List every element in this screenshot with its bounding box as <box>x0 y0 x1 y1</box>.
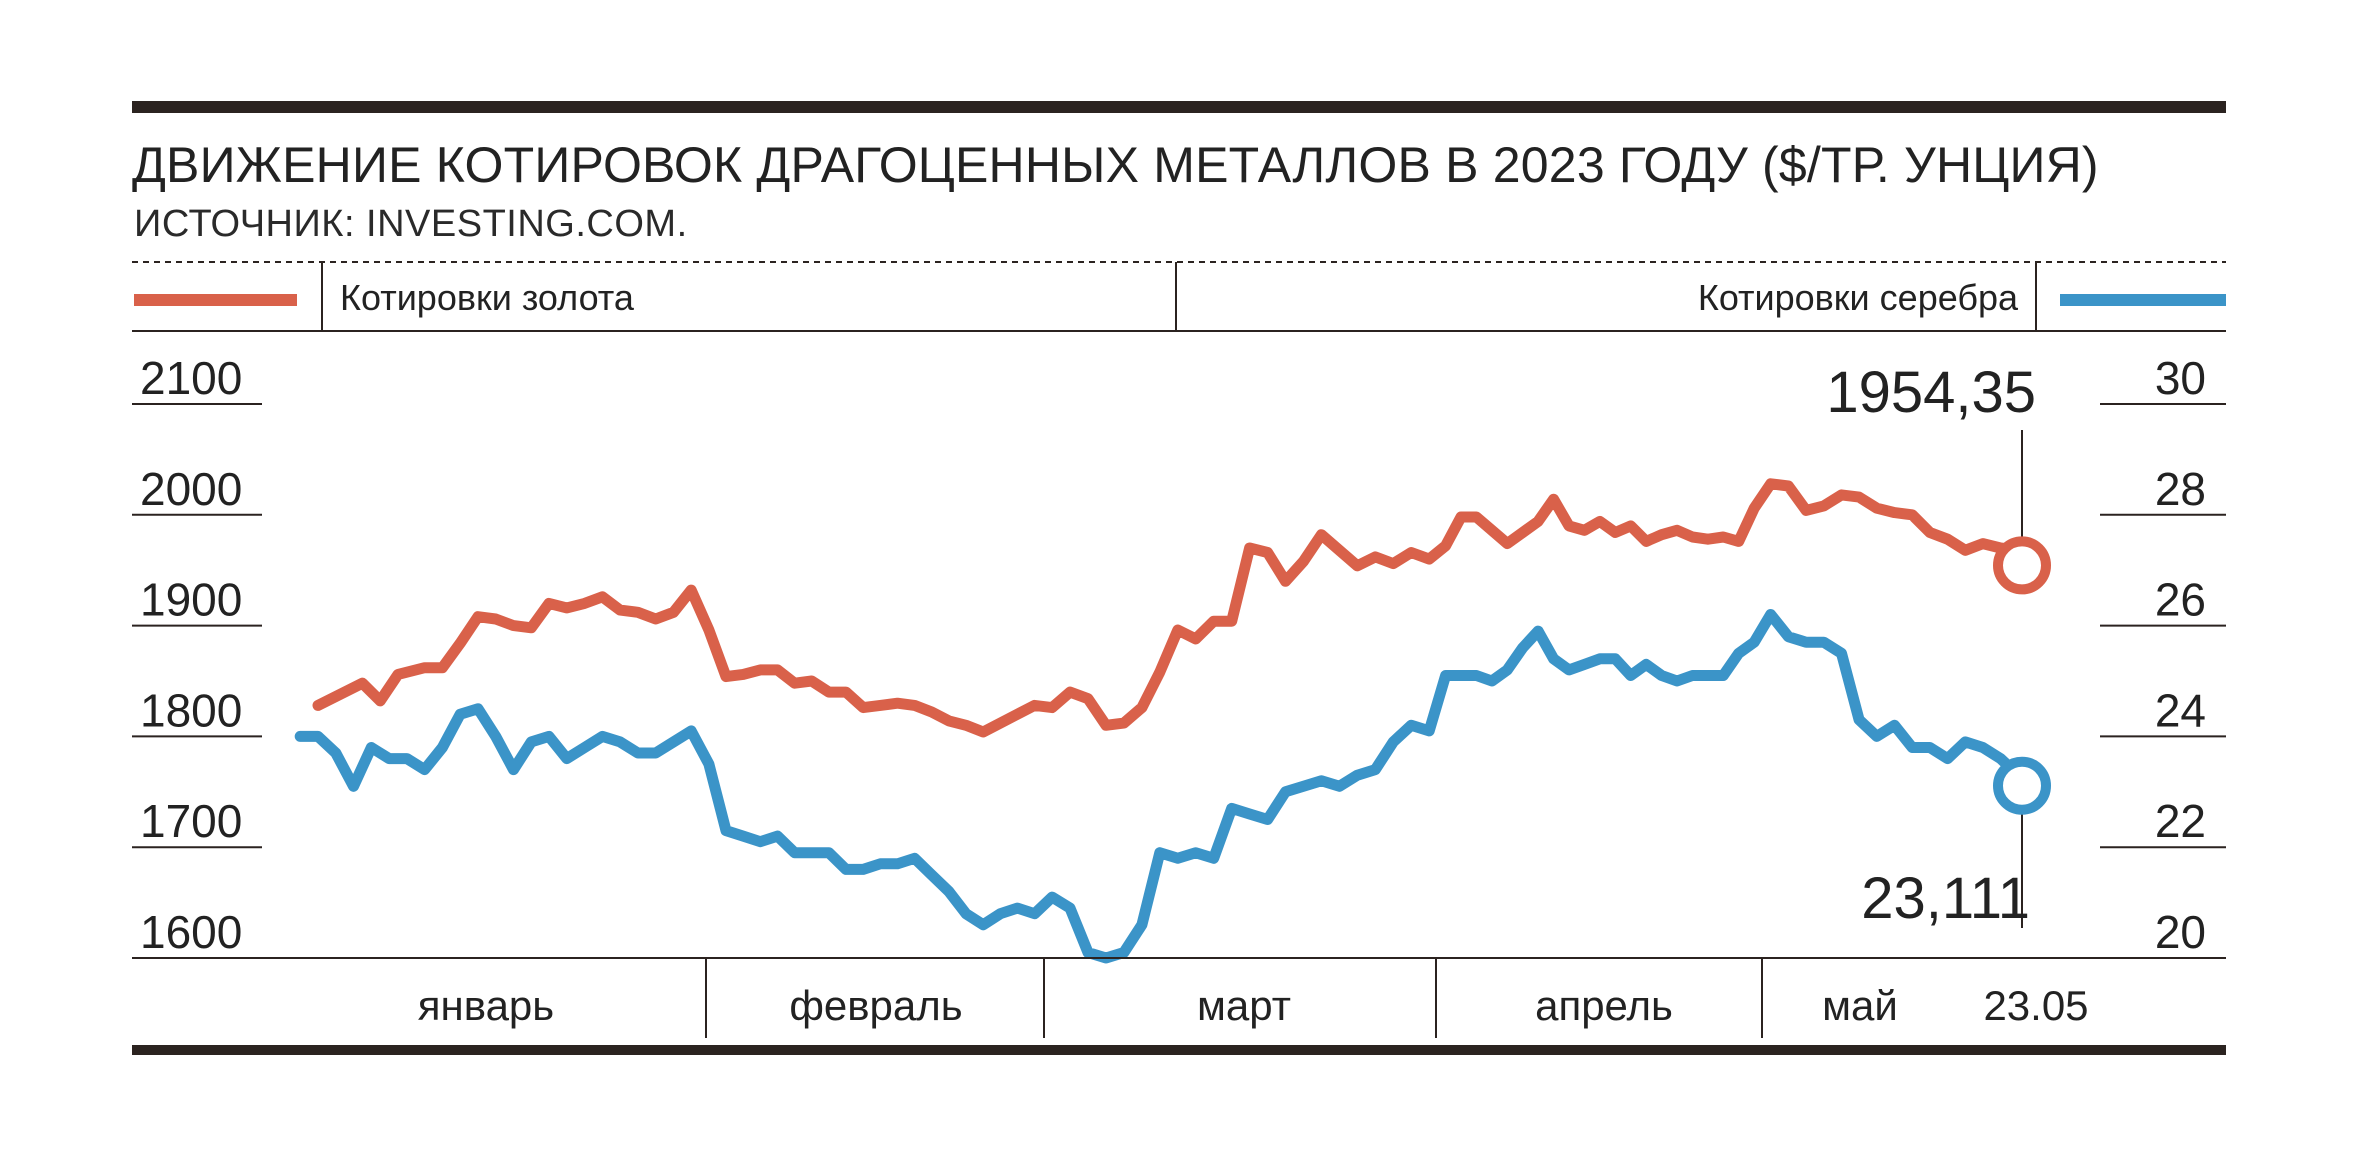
silver-last-value: 23,111 <box>1861 866 2030 931</box>
series-layer: 1954,35 23,111 <box>294 360 2051 964</box>
gold-end-marker <box>1993 536 2051 595</box>
month-label: май <box>1822 982 1898 1029</box>
left-tick-label: 1800 <box>140 684 242 736</box>
left-tick-label: 1700 <box>140 795 242 847</box>
left-tick-label: 2000 <box>140 463 242 515</box>
month-band: январь февраль март апрель май 23.05 <box>418 958 2089 1038</box>
right-tick-label: 22 <box>2155 795 2206 847</box>
right-tick-label: 28 <box>2155 463 2206 515</box>
gold-legend-label: Котировки золота <box>340 277 635 318</box>
chart-title: ДВИЖЕНИЕ КОТИРОВОК ДРАГОЦЕННЫХ МЕТАЛЛОВ … <box>132 137 2099 193</box>
left-tick-label: 1900 <box>140 574 242 626</box>
top-rule <box>132 101 2226 113</box>
left-tick-label: 1600 <box>140 906 242 958</box>
gold-last-value: 1954,35 <box>1826 360 2036 425</box>
silver-series-line <box>294 609 2042 964</box>
bottom-rule <box>132 1045 2226 1055</box>
right-tick-label: 30 <box>2155 352 2206 404</box>
chart-source: ИСТОЧНИК: INVESTING.COM. <box>134 203 688 245</box>
month-label: март <box>1197 982 1291 1029</box>
end-date-label: 23.05 <box>1983 982 2088 1029</box>
silver-legend-label: Котировки серебра <box>1698 277 2019 318</box>
month-label: январь <box>418 982 554 1029</box>
month-label: апрель <box>1535 982 1673 1029</box>
left-axis: 2100 2000 1900 1800 1700 1600 <box>132 352 262 959</box>
right-tick-label: 26 <box>2155 574 2206 626</box>
month-label: февраль <box>789 982 962 1029</box>
right-tick-label: 24 <box>2155 684 2206 736</box>
right-axis: 30 28 26 24 22 20 <box>2100 352 2226 959</box>
left-tick-label: 2100 <box>140 352 242 404</box>
right-tick-label: 20 <box>2155 906 2206 958</box>
silver-end-marker <box>1993 756 2051 815</box>
gold-series-line <box>312 478 2042 738</box>
